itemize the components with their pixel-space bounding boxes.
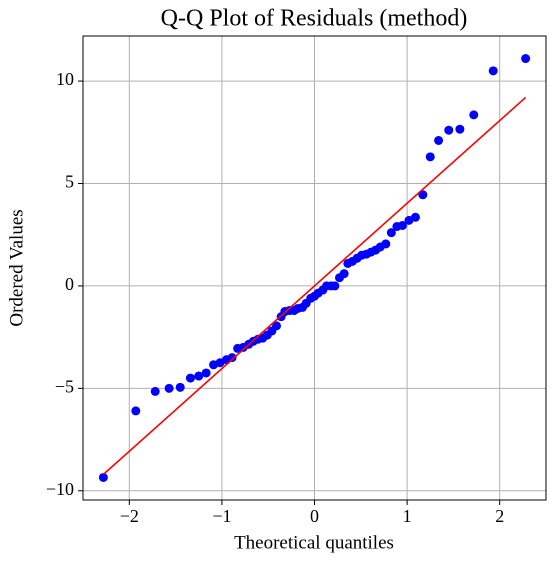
point — [194, 371, 204, 381]
x-tick-label: 1 — [403, 506, 412, 526]
point — [339, 269, 349, 279]
x-tick-label: 0 — [310, 506, 319, 526]
y-tick-label: 5 — [65, 172, 74, 192]
point — [521, 54, 531, 64]
point — [272, 321, 282, 331]
point — [175, 382, 185, 392]
point — [425, 152, 435, 162]
point — [397, 220, 407, 230]
point — [488, 66, 498, 76]
point — [418, 190, 428, 200]
point — [98, 472, 108, 482]
point — [330, 281, 340, 291]
x-tick-label: 2 — [495, 506, 504, 526]
point — [150, 386, 160, 396]
y-axis-label: Ordered Values — [6, 209, 27, 326]
point — [201, 368, 211, 378]
y-tick-label: 10 — [56, 69, 74, 89]
y-tick-label: 0 — [65, 274, 74, 294]
chart-title: Q-Q Plot of Residuals (method) — [161, 6, 468, 32]
y-tick-label: −10 — [46, 479, 74, 499]
point — [455, 124, 465, 134]
point — [164, 383, 174, 393]
x-axis-label: Theoretical quantiles — [234, 532, 394, 553]
point — [410, 212, 420, 222]
fit-line — [102, 96, 527, 475]
point — [131, 406, 141, 416]
plot-frame — [82, 35, 547, 501]
point — [469, 110, 479, 120]
x-tick-label: −1 — [212, 506, 231, 526]
x-tick-label: −2 — [120, 506, 139, 526]
point — [185, 373, 195, 383]
point — [227, 353, 237, 363]
point — [386, 228, 396, 238]
y-tick-label: −5 — [55, 376, 74, 396]
point — [434, 135, 444, 145]
point — [381, 239, 391, 249]
point — [444, 125, 454, 135]
